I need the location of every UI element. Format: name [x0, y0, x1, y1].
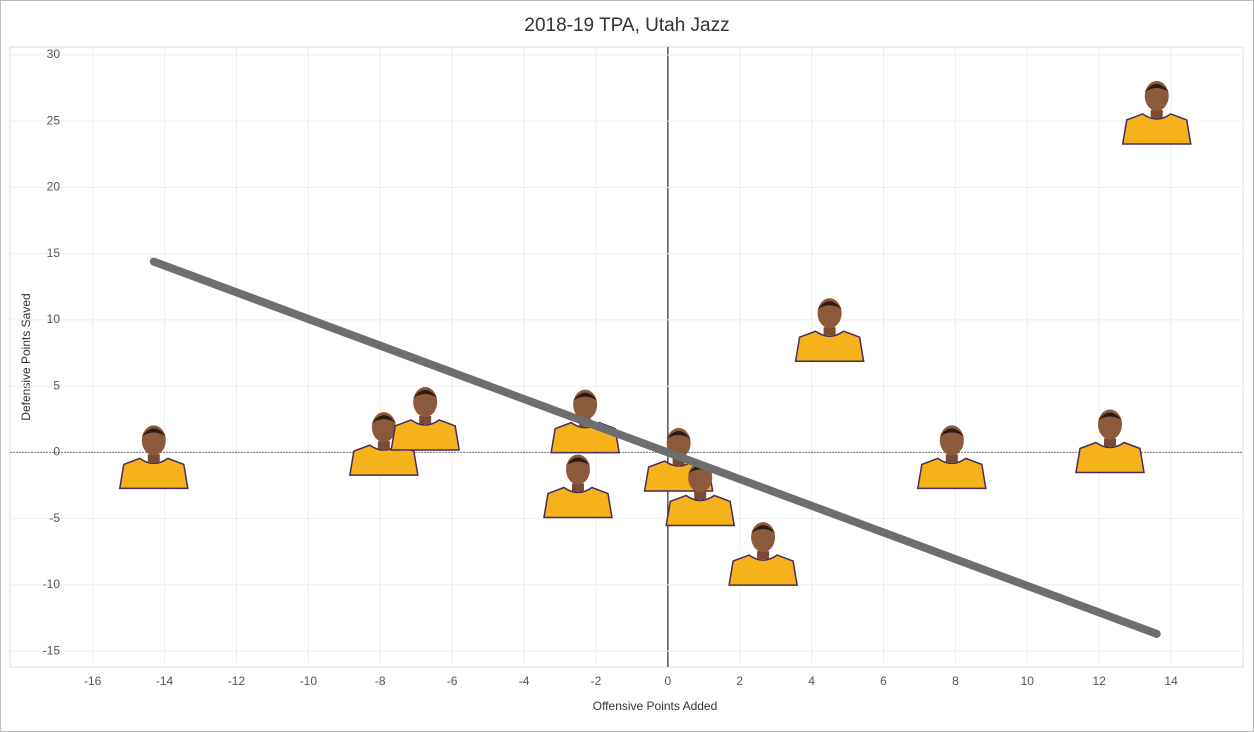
- y-tick-label: 15: [47, 246, 61, 260]
- x-tick-label: -14: [156, 674, 174, 688]
- chart-title: 2018-19 TPA, Utah Jazz: [524, 15, 729, 36]
- player-marker: [794, 298, 865, 362]
- x-tick-label: 4: [808, 674, 815, 688]
- jersey: [543, 486, 613, 519]
- neck: [419, 415, 432, 424]
- player-marker: [728, 522, 798, 586]
- hair: [141, 428, 166, 437]
- jersey: [1121, 113, 1192, 145]
- neck: [694, 491, 707, 500]
- y-tick-label: -10: [43, 577, 61, 591]
- x-tick-label: 6: [880, 674, 887, 688]
- plot-area: [9, 46, 1244, 668]
- jersey: [390, 419, 461, 451]
- hair: [1097, 412, 1122, 421]
- y-tick-label: 20: [47, 180, 61, 194]
- y-tick-label: 0: [53, 445, 60, 459]
- player-marker: [665, 462, 736, 527]
- player-marker: [1121, 80, 1192, 145]
- jersey: [916, 457, 987, 490]
- hair: [573, 392, 598, 401]
- player-marker: [390, 386, 461, 451]
- x-tick-label: 2: [736, 674, 743, 688]
- hair: [413, 389, 438, 398]
- hair: [666, 431, 691, 440]
- x-tick-label: -16: [84, 674, 102, 688]
- x-tick-label: 10: [1021, 674, 1035, 688]
- player-marker: [916, 425, 987, 490]
- neck: [823, 327, 836, 336]
- jersey: [1075, 441, 1145, 474]
- x-tick-label: -12: [228, 674, 246, 688]
- neck: [377, 441, 390, 450]
- hair: [751, 525, 776, 534]
- y-tick-label: -5: [49, 511, 60, 525]
- neck: [757, 551, 770, 560]
- y-axis-label: Defensive Points Saved: [19, 293, 33, 420]
- neck: [571, 483, 584, 492]
- player-marker: [118, 425, 189, 490]
- hair: [939, 428, 964, 437]
- y-tick-label: 30: [47, 47, 61, 61]
- x-tick-label: -4: [519, 674, 530, 688]
- hair: [1144, 83, 1169, 92]
- x-axis-label: Offensive Points Added: [593, 699, 718, 713]
- player-marker: [1075, 409, 1145, 474]
- neck: [945, 454, 958, 463]
- neck: [1103, 438, 1116, 447]
- x-tick-label: 12: [1093, 674, 1107, 688]
- hair: [371, 415, 396, 424]
- trend-line: [149, 257, 1161, 638]
- x-tick-label: -10: [300, 674, 318, 688]
- x-tick-label: 0: [664, 674, 671, 688]
- x-tick-label: 14: [1164, 674, 1178, 688]
- neck: [1150, 109, 1163, 118]
- y-tick-label: 5: [53, 378, 60, 392]
- y-tick-label: 25: [47, 113, 61, 127]
- jersey: [118, 457, 189, 490]
- x-tick-label: -2: [591, 674, 602, 688]
- x-tick-label: -6: [447, 674, 458, 688]
- neck: [672, 457, 685, 466]
- y-tick-label: 10: [47, 312, 61, 326]
- x-tick-label: -8: [375, 674, 386, 688]
- player-marker: [543, 454, 613, 519]
- jersey: [665, 494, 736, 527]
- player-marker: [348, 412, 419, 476]
- jersey: [728, 554, 798, 586]
- x-tick-label: 8: [952, 674, 959, 688]
- neck: [147, 454, 160, 463]
- y-tick-label: -15: [43, 643, 61, 657]
- hair: [817, 301, 842, 310]
- hair: [565, 457, 590, 466]
- jersey: [794, 330, 865, 362]
